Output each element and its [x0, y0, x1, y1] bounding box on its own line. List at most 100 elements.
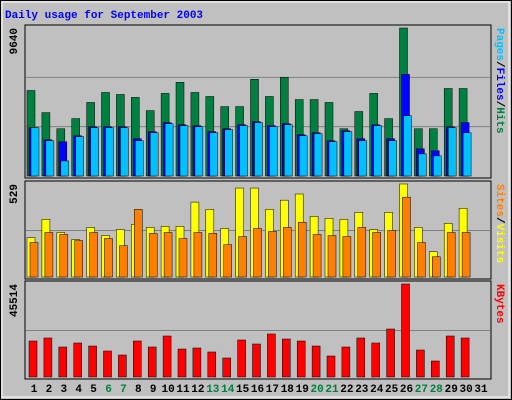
bar — [416, 349, 425, 378]
bar — [135, 140, 144, 177]
legend-entry: Sites — [493, 184, 505, 217]
x-tick-label: 13 — [206, 384, 220, 396]
x-tick-label: 5 — [90, 384, 97, 396]
x-tick-label: 1 — [31, 384, 38, 396]
legend-separator: / — [493, 217, 505, 224]
legend-separator: / — [493, 61, 505, 68]
bar — [193, 232, 203, 278]
bar — [163, 232, 173, 278]
legend: KBytes — [493, 284, 505, 324]
bar — [105, 127, 114, 177]
bar — [267, 333, 276, 378]
x-tick-label: 20 — [310, 384, 323, 396]
x-tick-label: 22 — [340, 384, 353, 396]
x-tick-label: 10 — [161, 384, 174, 396]
bar — [418, 153, 427, 177]
bar — [445, 335, 455, 378]
bar — [149, 132, 159, 177]
chart-title: Daily usage for September 2003 — [5, 10, 203, 22]
legend: Sites/Visits — [493, 184, 505, 263]
bar — [254, 122, 263, 177]
x-tick-label: 3 — [60, 384, 67, 396]
bar — [44, 232, 54, 278]
bar — [237, 339, 246, 378]
bar — [133, 340, 142, 378]
bar — [298, 135, 308, 177]
bar — [253, 228, 262, 278]
bar — [269, 126, 278, 177]
bar — [30, 127, 40, 177]
bar — [164, 123, 174, 177]
y-max-label: 45514 — [9, 284, 21, 317]
bar — [209, 132, 219, 177]
x-tick-label: 30 — [459, 384, 472, 396]
bar — [239, 125, 248, 177]
x-tick-label: 16 — [251, 384, 264, 396]
bar — [371, 342, 380, 378]
bar — [431, 360, 440, 378]
bar — [74, 240, 83, 278]
x-tick-label: 14 — [221, 384, 235, 396]
y-max-label: 9640 — [9, 28, 21, 54]
bar — [192, 347, 202, 378]
bar — [403, 115, 412, 177]
x-tick-label: 6 — [105, 384, 112, 396]
bar — [58, 346, 68, 378]
bar — [388, 140, 397, 177]
bar — [43, 337, 53, 378]
bar — [327, 235, 337, 278]
bar — [104, 238, 113, 278]
bar — [446, 232, 456, 278]
x-tick-label: 18 — [281, 384, 295, 396]
bar — [120, 127, 129, 177]
bar — [402, 196, 411, 278]
bar — [268, 231, 277, 278]
bar — [207, 351, 217, 378]
bar — [119, 245, 128, 278]
x-tick-label: 12 — [191, 384, 204, 396]
bar — [372, 232, 381, 278]
bar — [177, 348, 187, 378]
bar — [341, 346, 351, 378]
bar — [342, 236, 352, 278]
bar — [73, 342, 82, 378]
bar — [417, 242, 426, 278]
bar — [358, 140, 368, 177]
bar — [401, 283, 410, 378]
x-tick-label: 24 — [370, 384, 384, 396]
x-tick-label: 21 — [325, 384, 339, 396]
bar — [313, 133, 323, 177]
bar — [222, 357, 231, 378]
x-tick-label: 4 — [75, 384, 82, 396]
x-tick-label: 19 — [296, 384, 309, 396]
bar — [238, 236, 247, 278]
legend: Pages/Files/Hits — [493, 28, 505, 134]
bar — [433, 155, 442, 177]
legend-entry: Files — [493, 68, 505, 101]
bar — [283, 227, 292, 278]
bar — [432, 256, 441, 278]
x-tick-label: 17 — [266, 384, 279, 396]
x-tick-label: 26 — [400, 384, 413, 396]
bar — [75, 136, 84, 177]
bar — [134, 209, 143, 278]
x-tick-label: 2 — [46, 384, 53, 396]
bar — [252, 343, 261, 378]
bar — [297, 222, 307, 278]
bar — [357, 227, 367, 278]
bar — [162, 335, 172, 378]
bar — [326, 355, 336, 378]
bar — [312, 234, 322, 278]
bar — [103, 350, 112, 378]
bar — [460, 337, 470, 378]
x-tick-label: 27 — [415, 384, 428, 396]
legend-separator: / — [493, 101, 505, 108]
bar — [461, 232, 471, 278]
bar — [118, 354, 127, 378]
x-tick-label: 11 — [176, 384, 190, 396]
x-tick-label: 7 — [120, 384, 127, 396]
bar — [178, 238, 188, 278]
bar — [296, 340, 306, 378]
